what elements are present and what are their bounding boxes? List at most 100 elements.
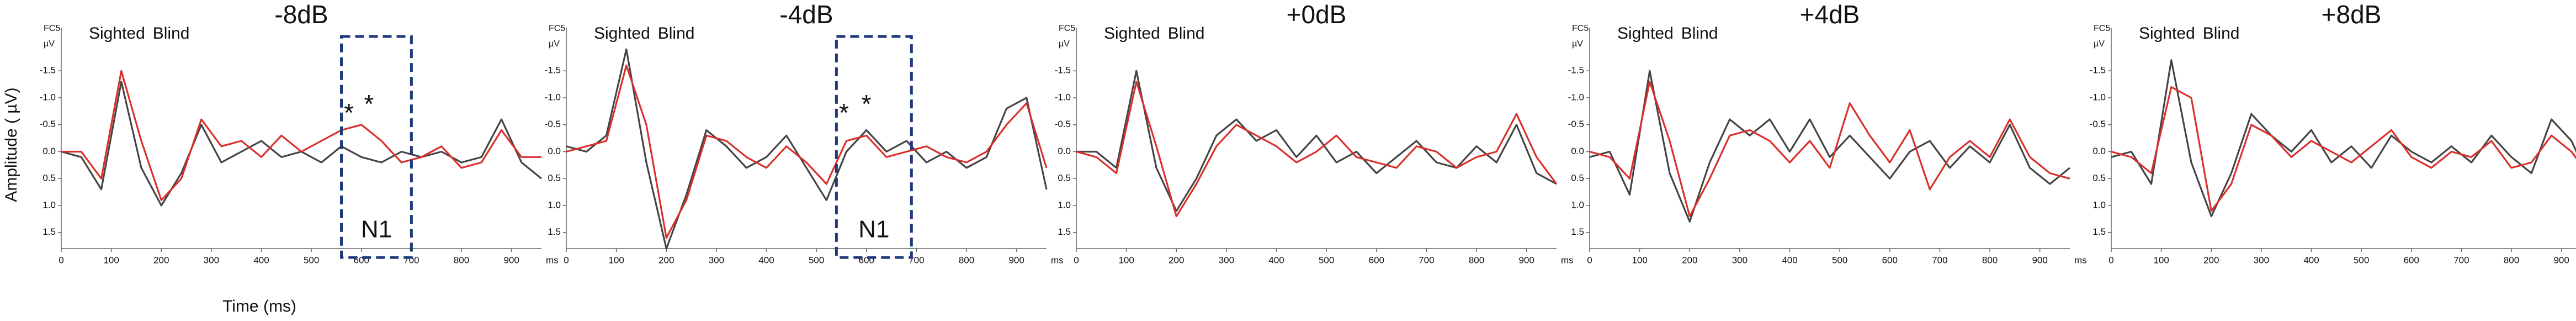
panel-title: -4dB: [779, 0, 833, 29]
x-tick-label: 800: [959, 255, 974, 265]
x-tick-label: 300: [709, 255, 724, 265]
channel-label: FC5: [1059, 24, 1075, 33]
y-tick-label: 1.0: [548, 199, 561, 210]
x-tick-label: 400: [1782, 255, 1797, 265]
panel: +4dB FC5 µV Sighted Blind -1.5 -1.0 -0.5 0.0 0.5 1…: [1568, 0, 2087, 265]
highlight-box: [340, 35, 413, 259]
y-tick-label: -1.5: [1055, 65, 1071, 76]
series-line: [566, 64, 1048, 239]
x-tick-label: 100: [1118, 255, 1134, 265]
x-tick-label: 200: [2203, 255, 2219, 265]
x-axis-label: Time (ms): [222, 297, 296, 315]
y-tick-label: -1.5: [545, 65, 561, 76]
series-line: [61, 81, 543, 207]
legend-entry: Blind: [658, 24, 695, 43]
panel: -4dB FC5 µV Sighted Blind -1.5 -1.0 -0.5 0.0 0.5 1…: [545, 0, 1064, 265]
legend-entry: Sighted: [89, 24, 145, 43]
series-line: [1076, 70, 1557, 212]
channel-label: FC5: [44, 24, 60, 33]
y-tick-label: -1.5: [1568, 65, 1584, 76]
x-tick-label: 100: [608, 255, 624, 265]
x-tick-label: 700: [1419, 255, 1434, 265]
y-tick-label: 0.0: [2092, 146, 2106, 156]
highlight-label: N1: [361, 216, 392, 243]
x-tick-label: 200: [658, 255, 674, 265]
y-tick-label: -1.5: [2090, 65, 2106, 76]
x-tick-label: 0: [1587, 255, 1592, 265]
y-tick-label: 0.5: [1571, 173, 1584, 183]
panel-title: -8dB: [274, 0, 328, 29]
x-unit-label: ms: [1561, 255, 1574, 265]
x-tick-label: 800: [454, 255, 469, 265]
legend-entry: Blind: [1168, 24, 1205, 43]
y-tick-label: 0.5: [43, 173, 56, 183]
x-tick-label: 100: [1632, 255, 1647, 265]
x-tick-label: 400: [1268, 255, 1284, 265]
y-tick-label: 0.5: [2092, 173, 2106, 183]
unit-label: µV: [44, 39, 55, 49]
x-tick-label: 900: [1518, 255, 1534, 265]
x-tick-label: 900: [2032, 255, 2047, 265]
x-tick-label: 500: [2354, 255, 2369, 265]
x-unit-label: ms: [2074, 255, 2087, 265]
y-tick-label: 0.0: [1058, 146, 1071, 156]
x-tick-label: 700: [1932, 255, 1947, 265]
legend-entry: Sighted: [1617, 24, 1674, 43]
x-unit-label: ms: [546, 255, 559, 265]
x-tick-label: 600: [1369, 255, 1384, 265]
highlight-label: N1: [858, 216, 889, 243]
x-tick-label: 0: [1074, 255, 1079, 265]
y-axis-label: Amplitude ( µV): [2, 87, 20, 202]
x-tick-label: 0: [2108, 255, 2113, 265]
significance-mark: *: [364, 90, 374, 118]
legend-entry: Sighted: [1104, 24, 1160, 43]
legend-entry: Blind: [2203, 24, 2240, 43]
series-line: [1589, 70, 2071, 223]
panel: +0dB FC5 µV Sighted Blind -1.5 -1.0 -0.5 0.0 0.5 1…: [1055, 0, 1574, 265]
y-tick-label: 0.0: [1571, 146, 1584, 156]
x-tick-label: 0: [564, 255, 569, 265]
y-tick-label: -0.5: [545, 119, 561, 129]
x-tick-label: 800: [1982, 255, 1998, 265]
y-tick-label: 0.0: [43, 146, 56, 156]
y-tick-label: 1.5: [1058, 227, 1071, 237]
x-tick-label: 500: [304, 255, 319, 265]
y-tick-label: -1.0: [40, 92, 56, 102]
y-tick-label: -1.0: [1568, 92, 1584, 102]
y-tick-label: 1.0: [1058, 199, 1071, 210]
channel-label: FC5: [1572, 24, 1589, 33]
series-line: [1076, 81, 1558, 218]
y-tick-label: 1.0: [1571, 199, 1584, 210]
panel: +8dB FC5 µV Sighted Blind -1.5 -1.0 -0.5 0.0 0.5 1…: [2090, 0, 2576, 265]
x-tick-label: 200: [1682, 255, 1697, 265]
y-tick-label: -0.5: [2090, 119, 2106, 129]
y-tick-label: 0.5: [1058, 173, 1071, 183]
y-tick-label: -1.0: [1055, 92, 1071, 102]
x-tick-label: 400: [253, 255, 269, 265]
channel-label: FC5: [2094, 24, 2110, 33]
y-tick-label: 1.0: [2092, 199, 2106, 210]
legend-entry: Sighted: [2139, 24, 2195, 43]
y-tick-label: 1.0: [43, 199, 56, 210]
series-line: [2111, 86, 2576, 212]
x-tick-label: 600: [1882, 255, 1898, 265]
x-tick-label: 100: [2153, 255, 2169, 265]
x-tick-label: 200: [1169, 255, 1184, 265]
y-tick-label: -0.5: [1055, 119, 1071, 129]
channel-label: FC5: [549, 24, 565, 33]
x-tick-label: 300: [204, 255, 219, 265]
y-tick-label: -1.0: [545, 92, 561, 102]
series-line: [2111, 59, 2576, 218]
significance-mark: *: [862, 90, 872, 118]
x-tick-label: 800: [1469, 255, 1484, 265]
panel-title: +4dB: [1800, 0, 1860, 29]
y-tick-label: 1.5: [1571, 227, 1584, 237]
legend-entry: Blind: [153, 24, 190, 43]
y-tick-label: 0.5: [548, 173, 561, 183]
significance-mark: *: [344, 98, 354, 127]
unit-label: µV: [549, 39, 560, 49]
unit-label: µV: [2094, 39, 2105, 49]
y-tick-label: 1.5: [43, 227, 56, 237]
